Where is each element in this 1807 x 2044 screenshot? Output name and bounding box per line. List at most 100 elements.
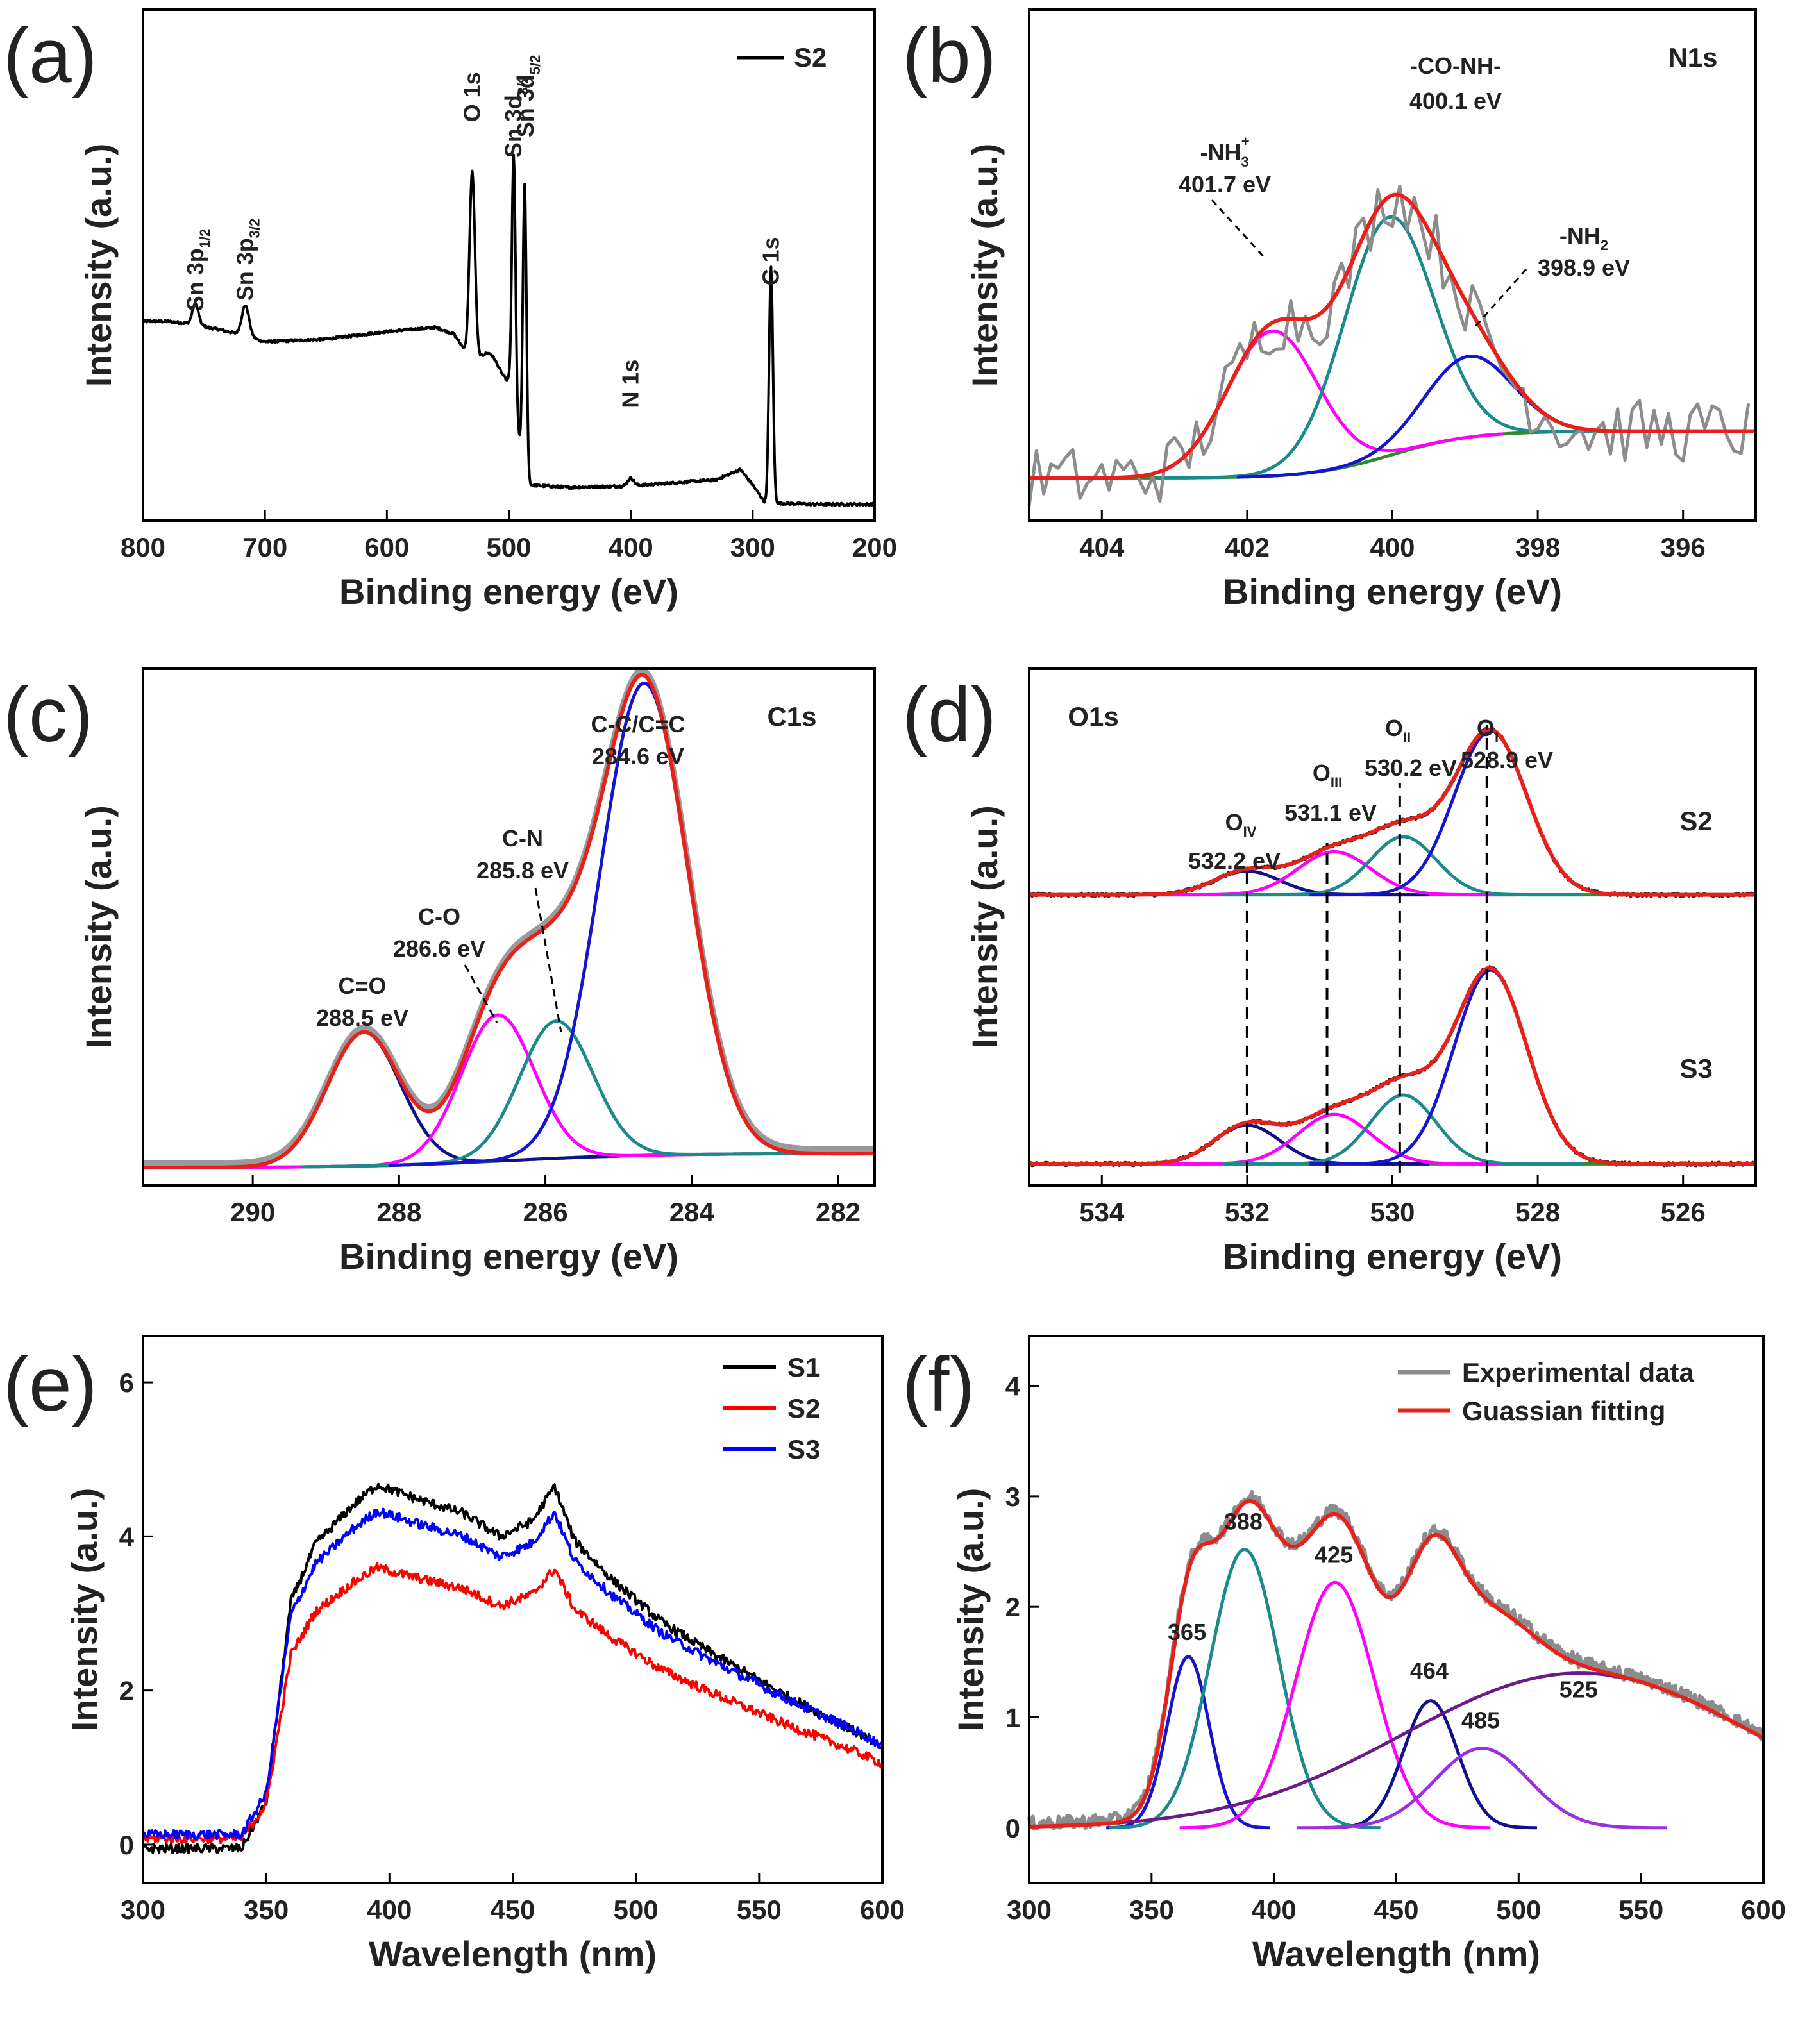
- x-axis-label-d: Binding energy (eV): [1223, 1236, 1562, 1277]
- y-tick-label-f: 0: [1005, 1813, 1020, 1843]
- peak-annotation-nh3: -NH3+: [1200, 133, 1249, 170]
- y-axis-label-b: Intensity (a.u.): [964, 144, 1005, 387]
- x-tick-label-c: 290: [230, 1197, 275, 1227]
- panel-label-d: (d): [902, 672, 996, 758]
- x-axis-label-a: Binding energy (eV): [339, 571, 678, 612]
- y-tick-label-f: 2: [1005, 1592, 1020, 1622]
- peak-annotation: Sn 3p1/2: [182, 229, 213, 312]
- x-tick-label-d: 526: [1661, 1197, 1706, 1227]
- x-axis-label-b: Binding energy (eV): [1223, 571, 1562, 612]
- x-axis-label-c: Binding energy (eV): [339, 1236, 678, 1277]
- panel-e: (e) 300 350 400 450 500 550 600 0 2 4 6 Wavelength (…: [3, 1335, 905, 1974]
- annotation-arrow: [1211, 199, 1268, 261]
- x-tick-label-d: 534: [1079, 1197, 1125, 1227]
- y-tick-label-e: 2: [119, 1676, 134, 1706]
- series-line-component-S2: [1222, 835, 1584, 897]
- panel-b: (b) 404 402 400 398 396 Binding energy (eV) Int…: [902, 8, 1757, 612]
- x-tick-label-a: 400: [609, 532, 653, 562]
- peak-label-388: 388: [1224, 1509, 1263, 1535]
- peak-annotation-cc-value: 284.6 eV: [592, 743, 684, 769]
- peak-label-525: 525: [1559, 1676, 1598, 1702]
- legend-label-S1: S1: [787, 1352, 820, 1382]
- series-line-raw: [1027, 184, 1751, 507]
- legend-label-0: Experimental data: [1462, 1357, 1694, 1387]
- x-tick-label-f: 450: [1374, 1895, 1418, 1925]
- series-line-fit: [1028, 1498, 1765, 1829]
- x-tick-label-d: 528: [1515, 1197, 1560, 1227]
- peak-label-464: 464: [1410, 1657, 1449, 1684]
- series-line-S1: [142, 1482, 884, 1855]
- x-axis-label-f: Wavelength (nm): [1252, 1934, 1540, 1974]
- x-tick-label-c: 282: [816, 1197, 861, 1227]
- x-tick-label-e: 550: [737, 1895, 782, 1925]
- peak-annotation-c-o-value: 286.6 eV: [393, 935, 485, 962]
- peak-label-485: 485: [1461, 1707, 1500, 1734]
- plot-frame: [1028, 667, 1757, 1187]
- x-tick-label-a: 800: [121, 532, 165, 562]
- legend-label-S2: S2: [787, 1393, 820, 1423]
- panel-label-b: (b): [902, 13, 996, 99]
- series-line-raw: [141, 667, 877, 1166]
- plot-frame: [142, 1335, 884, 1884]
- x-tick-label-f: 550: [1618, 1895, 1663, 1925]
- x-tick-label-a: 600: [364, 532, 409, 562]
- peak-annotation-co: C=O: [338, 973, 386, 999]
- peak-annotation-co-value: 288.5 eV: [316, 1005, 408, 1031]
- x-tick-label-d: 530: [1370, 1197, 1415, 1227]
- panel-label-f: (f): [902, 1341, 975, 1427]
- series-line-S3: [142, 1507, 884, 1841]
- y-axis-label-c: Intensity (a.u.): [78, 805, 119, 1049]
- y-axis-label-d: Intensity (a.u.): [964, 805, 1005, 1049]
- peak-annotation: C 1s: [757, 237, 784, 285]
- y-tick-label-e: 6: [119, 1368, 134, 1398]
- panel-d: (d) 534 532 530 528 526 Binding energy (eV) Int…: [902, 667, 1757, 1277]
- series-line-component-S3: [1154, 1112, 1517, 1166]
- x-tick-label-f: 500: [1496, 1895, 1541, 1925]
- peak-annotation-nh3-value: 401.7 eV: [1179, 171, 1271, 197]
- curve-label-S2: S2: [1679, 806, 1712, 836]
- peak-annotation-cn: C-N: [502, 825, 543, 851]
- peak-annotation: N 1s: [618, 360, 644, 408]
- x-tick-label-f: 400: [1252, 1895, 1297, 1925]
- y-tick-label-f: 1: [1005, 1703, 1020, 1733]
- peak-annotation-oiii-value: 531.1 eV: [1284, 800, 1377, 826]
- x-tick-label-c: 286: [523, 1197, 568, 1227]
- x-tick-label-a: 700: [242, 532, 287, 562]
- x-tick-label-e: 500: [614, 1895, 659, 1925]
- y-axis-label-f: Intensity (a.u.): [950, 1488, 991, 1732]
- series-line-C-N: [301, 1019, 812, 1169]
- legend-label-S3: S3: [787, 1434, 820, 1464]
- plot-frame: [142, 8, 876, 522]
- y-tick-label-f: 3: [1005, 1482, 1020, 1512]
- panel-title-b: N1s: [1668, 42, 1717, 72]
- legend-label-1: Guassian fitting: [1462, 1396, 1665, 1426]
- x-tick-label-f: 350: [1129, 1895, 1174, 1925]
- x-tick-label-a: 300: [730, 532, 775, 562]
- y-axis-label-a: Intensity (a.u.): [78, 144, 119, 387]
- panel-f: (f) 300 350 400 450 500 550 600 0 1 2 3 4 Wavelength …: [902, 1335, 1786, 1974]
- x-tick-label-b: 396: [1661, 532, 1706, 562]
- x-tick-label-e: 350: [244, 1895, 289, 1925]
- peak-annotation-oii: OII: [1385, 715, 1411, 746]
- peak-annotation-oi: OI: [1477, 715, 1499, 746]
- annotation-arrow: [1474, 269, 1527, 328]
- x-tick-label-f: 600: [1741, 1895, 1786, 1925]
- x-tick-label-d: 532: [1225, 1197, 1270, 1227]
- series-line-envelope: [1029, 192, 1756, 480]
- series-line-envelope-S3: [1029, 966, 1756, 1166]
- panel-a: (a) 800 700 600 500 400 300 200 Binding energy (…: [3, 8, 897, 612]
- peak-annotation: Sn 3p3/2: [232, 219, 263, 301]
- peak-annotation-oiv-value: 532.2 eV: [1188, 848, 1281, 874]
- x-tick-label-b: 404: [1079, 532, 1125, 562]
- series-line-S2: [142, 153, 876, 507]
- peak-label-365: 365: [1168, 1619, 1206, 1645]
- x-tick-label-e: 450: [490, 1895, 535, 1925]
- series-line-envelope-S2: [1029, 727, 1756, 897]
- legend-label-S2: S2: [794, 42, 827, 72]
- x-tick-label-e: 400: [367, 1895, 412, 1925]
- y-tick-label-e: 0: [119, 1830, 134, 1860]
- series-line-485: [1297, 1747, 1667, 1830]
- curve-label-S3: S3: [1679, 1053, 1712, 1084]
